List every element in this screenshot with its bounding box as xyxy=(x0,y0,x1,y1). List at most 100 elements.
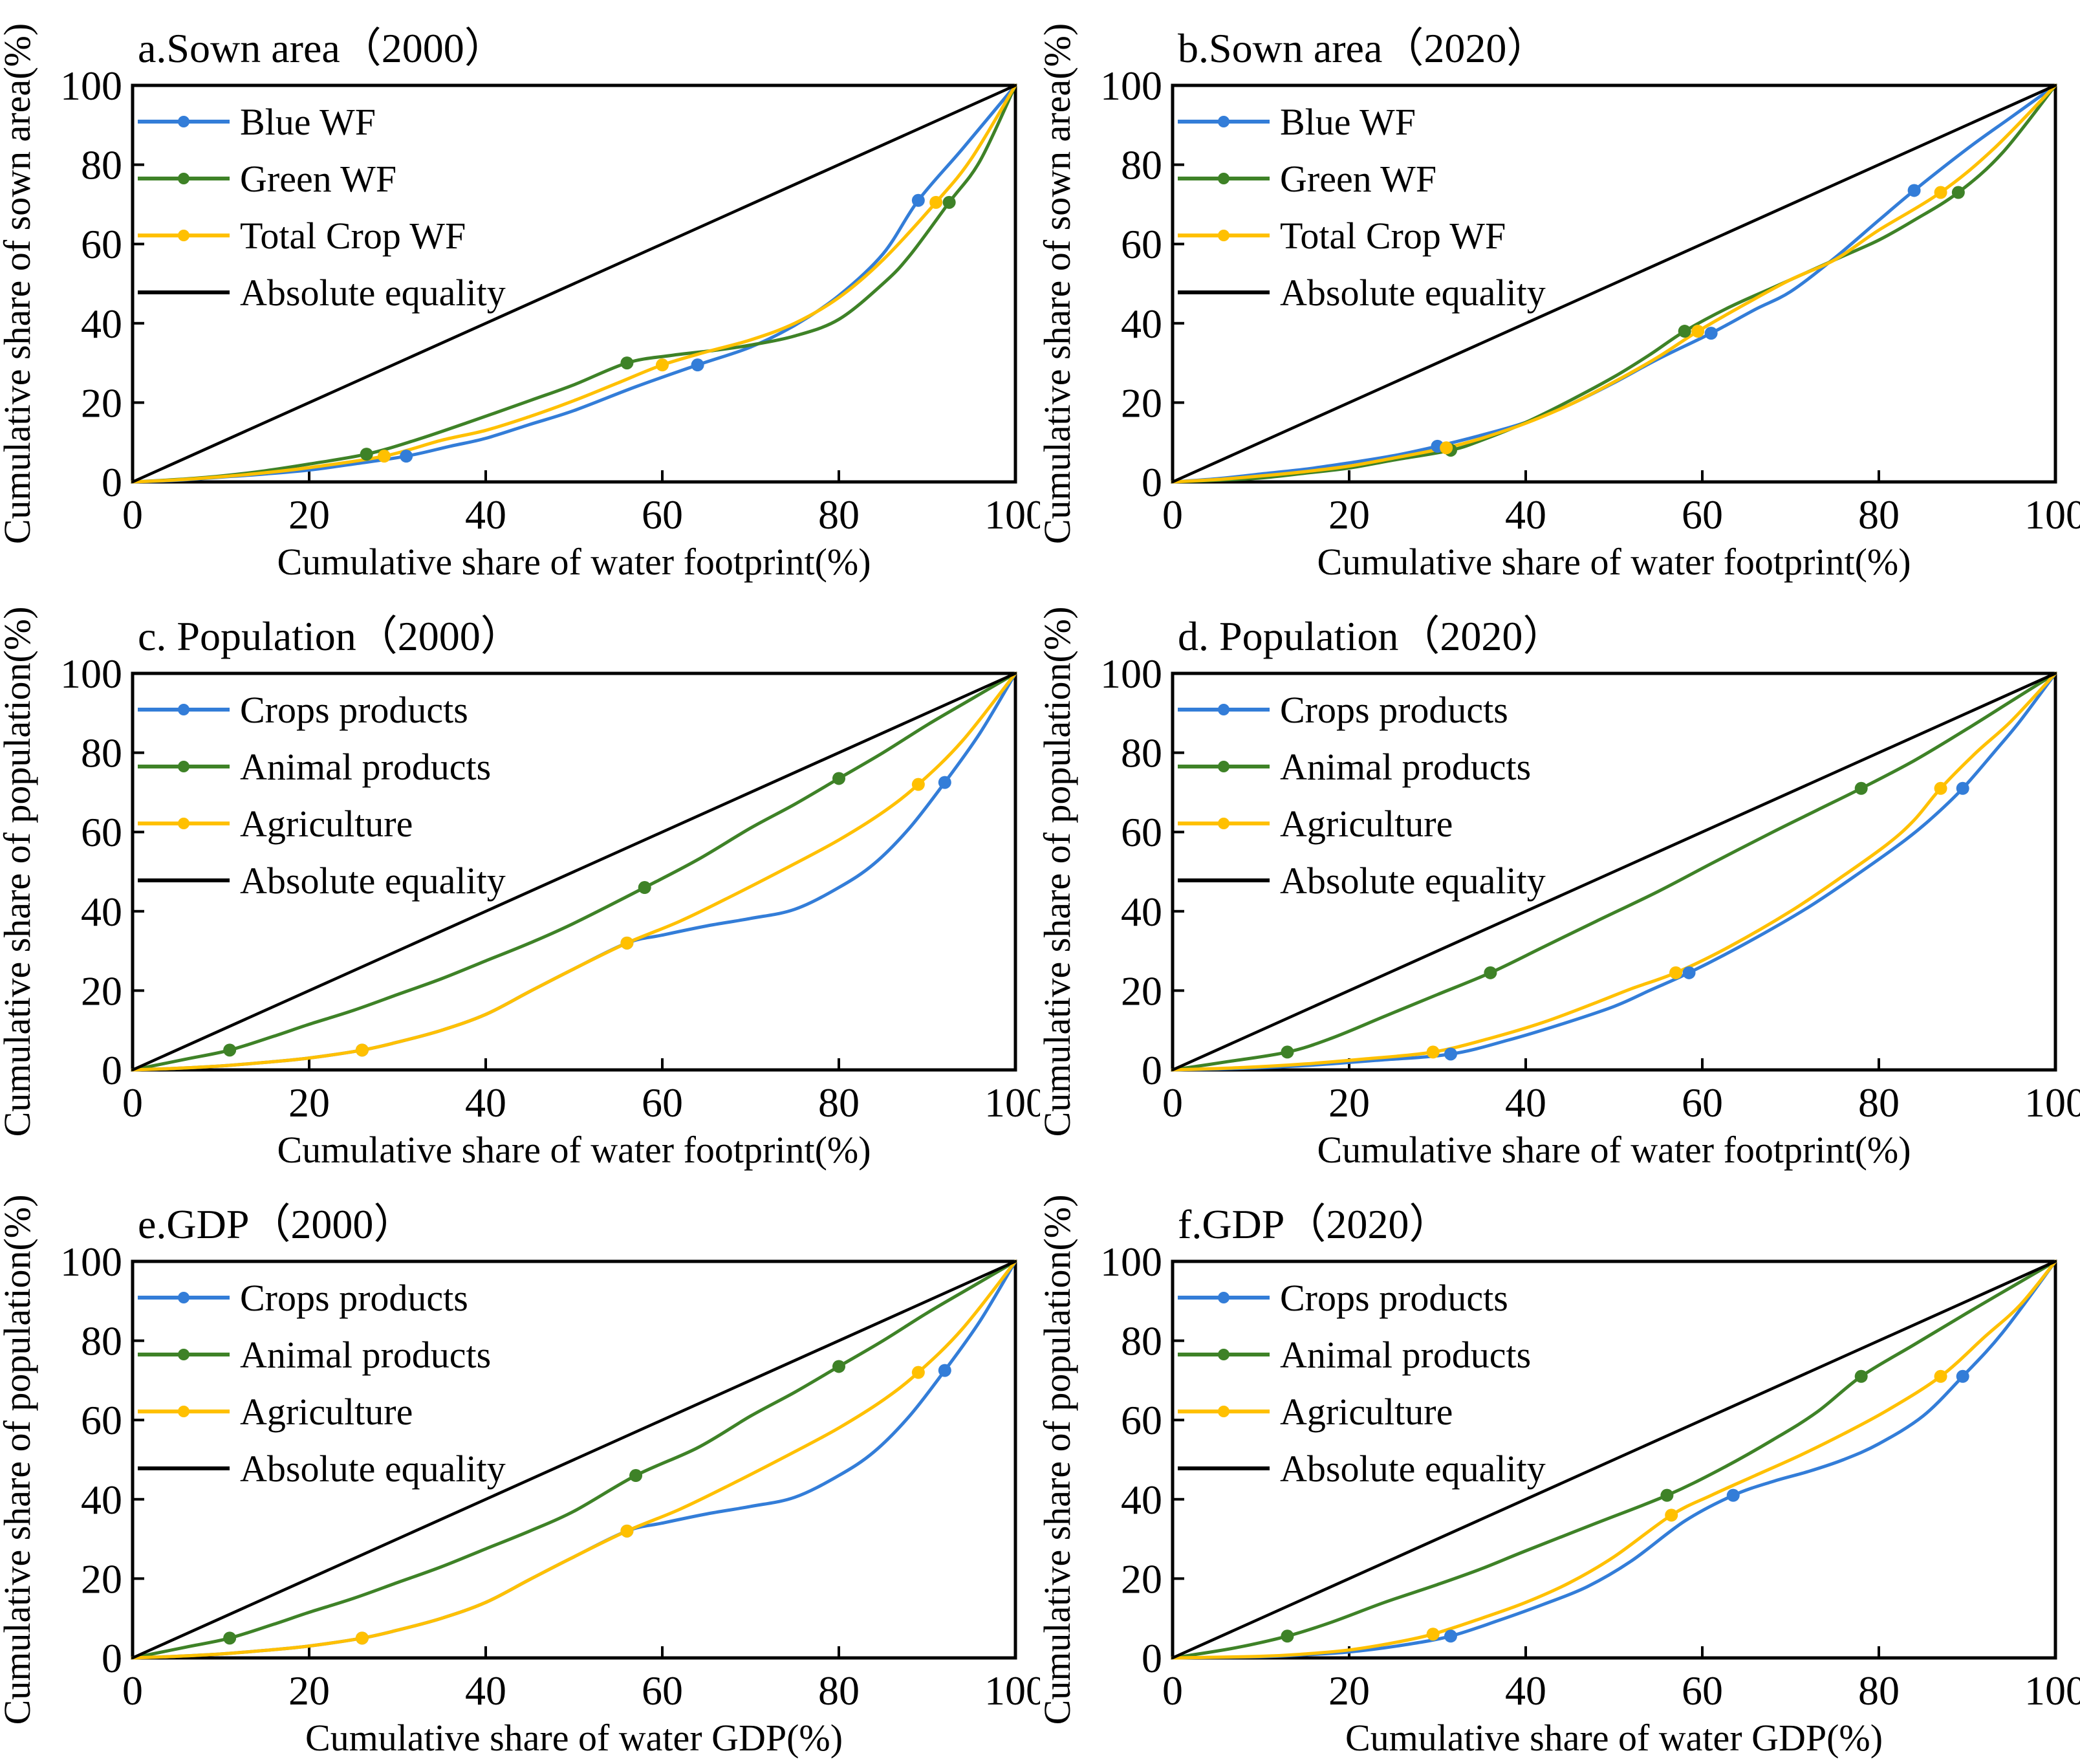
chart-gdp-2000: 0 20 40 60 80 100 0 20 40 60 80 100 Crops products An… xyxy=(0,1195,1040,1759)
series-marker-green xyxy=(1854,781,1868,795)
y-tick-label: 20 xyxy=(1121,1556,1162,1602)
x-tick-label: 0 xyxy=(122,492,143,538)
plot-frame xyxy=(131,1259,1017,1660)
series-marker-blue xyxy=(1907,184,1921,197)
panel-title: b.Sown area（2020） xyxy=(1178,25,1548,71)
y-axis-label: Cumulative share of population(%) xyxy=(1040,1195,1078,1725)
x-tick-label: 80 xyxy=(1858,1080,1900,1126)
series-marker-green xyxy=(1281,1629,1294,1643)
y-tick-label: 80 xyxy=(81,730,122,776)
legend-item-label: Total Crop WF xyxy=(1280,215,1506,257)
series-line-black xyxy=(131,1259,1017,1660)
legend-item-label: Agriculture xyxy=(240,1391,413,1433)
y-tick-label: 100 xyxy=(1100,63,1162,109)
y-tick-label: 60 xyxy=(81,221,122,267)
series-marker-green xyxy=(620,356,634,370)
series-marker-blue xyxy=(938,1364,951,1377)
x-tick-label: 60 xyxy=(1682,1668,1723,1714)
y-tick-label: 60 xyxy=(1121,221,1162,267)
legend-marker xyxy=(1218,1406,1230,1417)
y-tick-label: 60 xyxy=(1121,1397,1162,1443)
plot-frame xyxy=(131,83,1017,484)
legend-item-label: Animal products xyxy=(1280,1334,1531,1376)
series-marker-green xyxy=(1678,325,1691,338)
series-line-yellow xyxy=(131,83,1017,484)
legend-item-label: Crops products xyxy=(240,1277,468,1319)
x-tick-label: 60 xyxy=(642,1668,683,1714)
legend-marker xyxy=(1218,704,1230,715)
legend-item-label: Absolute equality xyxy=(1280,272,1546,314)
series-marker-yellow xyxy=(929,195,943,209)
series-marker-yellow xyxy=(355,1631,369,1645)
series-line-black xyxy=(131,671,1017,1072)
legend-item-label: Animal products xyxy=(240,1334,491,1376)
legend-marker xyxy=(178,1349,190,1360)
series-marker-green xyxy=(360,448,373,461)
series-marker-green xyxy=(1951,186,1965,199)
series-marker-blue xyxy=(691,358,704,372)
series-line-green xyxy=(1171,671,2057,1072)
panel-population-2000: 0 20 40 60 80 100 0 20 40 60 80 100 Crops products An… xyxy=(0,588,1040,1176)
x-tick-label: 60 xyxy=(642,1080,683,1126)
series-line-black xyxy=(131,83,1017,484)
x-tick-label: 80 xyxy=(1858,1668,1900,1714)
legend-item-label: Total Crop WF xyxy=(240,215,466,257)
panel-title: d. Population（2020） xyxy=(1178,613,1564,659)
x-tick-label: 20 xyxy=(1328,1080,1370,1126)
legend-item-label: Absolute equality xyxy=(240,272,506,314)
series-marker-yellow xyxy=(1669,966,1683,979)
chart-gdp-2020: 0 20 40 60 80 100 0 20 40 60 80 100 Crops products An… xyxy=(1040,1195,2080,1759)
panel-sown-area-2020: 0 20 40 60 80 100 0 20 40 60 80 100 Blue WF Green WF T… xyxy=(1040,0,2080,588)
legend-marker xyxy=(1218,230,1230,241)
x-axis-label: Cumulative share of water footprint(%) xyxy=(1317,1129,1911,1171)
y-tick-label: 100 xyxy=(60,63,122,109)
series-marker-green xyxy=(1854,1369,1868,1383)
x-tick-label: 80 xyxy=(818,1080,860,1126)
series-line-green xyxy=(1171,83,2057,484)
x-tick-label: 80 xyxy=(1858,492,1900,538)
y-tick-label: 20 xyxy=(1121,968,1162,1014)
x-tick-label: 0 xyxy=(122,1668,143,1714)
y-tick-label: 100 xyxy=(60,1239,122,1285)
y-axis-label: Cumulative share of population(%) xyxy=(0,1195,38,1725)
chart-sown-area-2000: 0 20 40 60 80 100 0 20 40 60 80 100 Blue WF Green WF T… xyxy=(0,23,1040,583)
x-tick-label: 80 xyxy=(818,492,860,538)
legend-marker xyxy=(178,116,190,127)
series-marker-blue xyxy=(400,450,413,463)
series-line-black xyxy=(1171,1259,2057,1660)
legend-item-label: Absolute equality xyxy=(1280,860,1546,902)
series-line-yellow xyxy=(131,1259,1017,1660)
y-tick-label: 40 xyxy=(1121,301,1162,347)
legend-marker xyxy=(1218,173,1230,184)
series-marker-yellow xyxy=(1934,781,1947,795)
series-marker-yellow xyxy=(1440,441,1453,455)
series-marker-blue xyxy=(1444,1629,1457,1643)
x-tick-label: 0 xyxy=(1162,1080,1183,1126)
series-marker-green xyxy=(942,195,956,209)
x-tick-label: 20 xyxy=(1328,492,1370,538)
legend-marker xyxy=(178,818,190,829)
series-marker-blue xyxy=(911,193,925,207)
series-marker-blue xyxy=(1682,966,1696,979)
y-tick-label: 20 xyxy=(1121,380,1162,426)
y-tick-label: 100 xyxy=(1100,651,1162,697)
panel-title: e.GDP（2000） xyxy=(138,1201,415,1247)
legend-item-label: Crops products xyxy=(240,689,468,731)
series-marker-blue xyxy=(1956,781,1969,795)
x-axis-label: Cumulative share of water footprint(%) xyxy=(1317,541,1911,583)
y-tick-label: 40 xyxy=(1121,889,1162,935)
legend-item-label: Crops products xyxy=(1280,689,1508,731)
y-tick-label: 80 xyxy=(1121,730,1162,776)
x-axis-label: Cumulative share of water GDP(%) xyxy=(1345,1717,1883,1759)
x-tick-label: 60 xyxy=(1682,492,1723,538)
series-line-green xyxy=(131,1259,1017,1660)
legend-item-label: Blue WF xyxy=(240,101,376,143)
series-marker-blue xyxy=(1956,1369,1969,1383)
legend-marker xyxy=(178,704,190,715)
legend-marker xyxy=(178,173,190,184)
series-marker-green xyxy=(223,1631,237,1645)
x-tick-label: 20 xyxy=(1328,1668,1370,1714)
y-tick-label: 0 xyxy=(102,1047,122,1093)
legend-item-label: Absolute equality xyxy=(1280,1448,1546,1490)
x-tick-label: 40 xyxy=(1505,1668,1546,1714)
